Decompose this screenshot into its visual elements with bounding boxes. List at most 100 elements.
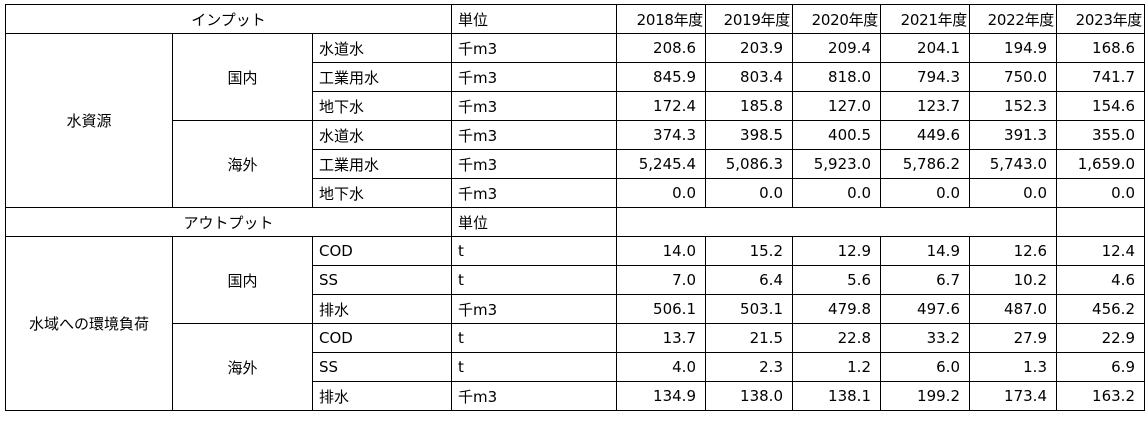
blank-header-cell <box>616 207 1057 237</box>
category-label: 水資源 <box>5 33 173 208</box>
table-row: 海外 水道水 千m3 374.3 398.5 400.5 449.6 391.3… <box>6 120 1145 208</box>
value-cell: 0.0 <box>616 178 706 208</box>
year-header: 2019年度 <box>705 4 793 34</box>
value-cell: 12.6 <box>969 236 1057 266</box>
value-cell: 172.4 <box>616 91 706 121</box>
year-header: 2018年度 <box>616 4 706 34</box>
unit-cell: 千m3 <box>451 120 617 150</box>
item-label: 水道水 <box>312 120 452 150</box>
value-cell: 1.3 <box>969 352 1057 382</box>
item-label: 排水 <box>312 294 452 324</box>
value-cell: 398.5 <box>705 120 793 150</box>
value-cell: 22.9 <box>1056 323 1145 353</box>
value-cell: 506.1 <box>616 294 706 324</box>
item-label: 工業用水 <box>312 62 452 92</box>
value-cell: 138.0 <box>705 381 793 411</box>
value-cell: 845.9 <box>616 62 706 92</box>
value-cell: 13.7 <box>616 323 706 353</box>
unit-cell: t <box>451 352 617 382</box>
category-label: 水域への環境負荷 <box>5 236 173 411</box>
year-header: 2022年度 <box>969 4 1057 34</box>
value-cell: 199.2 <box>880 381 970 411</box>
value-cell: 7.0 <box>616 265 706 295</box>
water-data-table: インプット 単位 2018年度 2019年度 2020年度 2021年度 202… <box>5 4 1145 411</box>
value-cell: 0.0 <box>792 178 881 208</box>
item-label: SS <box>312 352 452 382</box>
item-label: 工業用水 <box>312 149 452 179</box>
table-row: 水域への環境負荷 国内 COD t 14.0 15.2 12.9 14.9 12… <box>5 236 1145 411</box>
value-cell: 21.5 <box>705 323 793 353</box>
value-cell: 4.6 <box>1056 265 1145 295</box>
item-label: 水道水 <box>312 33 452 63</box>
value-cell: 14.0 <box>616 236 706 266</box>
value-cell: 391.3 <box>969 120 1057 150</box>
value-cell: 134.9 <box>616 381 706 411</box>
value-cell: 6.0 <box>880 352 970 382</box>
item-label: 排水 <box>312 381 452 411</box>
value-cell: 5,743.0 <box>969 149 1057 179</box>
item-label: COD <box>312 323 452 353</box>
unit-cell: 千m3 <box>451 381 617 411</box>
value-cell: 10.2 <box>969 265 1057 295</box>
table-row: SS t 4.0 2.3 1.2 6.0 1.3 6.9 <box>6 352 1145 382</box>
value-cell: 0.0 <box>705 178 793 208</box>
table-row: 水資源 国内 水道水 千m3 208.6 203.9 209.4 204.1 1… <box>5 33 1145 208</box>
value-cell: 400.5 <box>792 120 881 150</box>
value-cell: 163.2 <box>1056 381 1145 411</box>
unit-cell: 千m3 <box>451 149 617 179</box>
value-cell: 5.6 <box>792 265 881 295</box>
item-label: COD <box>312 236 452 266</box>
value-cell: 355.0 <box>1056 120 1145 150</box>
unit-header: 単位 <box>451 207 617 237</box>
region-label: 国内 <box>172 236 313 324</box>
year-header: 2020年度 <box>792 4 881 34</box>
value-cell: 0.0 <box>1056 178 1145 208</box>
value-cell: 185.8 <box>705 91 793 121</box>
value-cell: 456.2 <box>1056 294 1145 324</box>
value-cell: 168.6 <box>1056 33 1145 63</box>
region-label: 海外 <box>172 120 313 208</box>
value-cell: 479.8 <box>792 294 881 324</box>
value-cell: 5,923.0 <box>792 149 881 179</box>
value-cell: 203.9 <box>705 33 793 63</box>
value-cell: 14.9 <box>880 236 970 266</box>
value-cell: 204.1 <box>880 33 970 63</box>
unit-cell: 千m3 <box>451 91 617 121</box>
table-row: 排水 千m3 134.9 138.0 138.1 199.2 173.4 163… <box>6 381 1145 411</box>
output-header-row: アウトプット 単位 <box>5 207 1145 237</box>
value-cell: 5,245.4 <box>616 149 706 179</box>
value-cell: 12.4 <box>1056 236 1145 266</box>
value-cell: 0.0 <box>969 178 1057 208</box>
region-label: 国内 <box>172 33 313 121</box>
value-cell: 27.9 <box>969 323 1057 353</box>
input-header-row: インプット 単位 2018年度 2019年度 2020年度 2021年度 202… <box>5 4 1145 34</box>
year-header: 2023年度 <box>1056 4 1145 34</box>
unit-cell: 千m3 <box>451 178 617 208</box>
value-cell: 374.3 <box>616 120 706 150</box>
table-row: SS t 7.0 6.4 5.6 6.7 10.2 4.6 <box>6 265 1145 295</box>
value-cell: 4.0 <box>616 352 706 382</box>
value-cell: 1.2 <box>792 352 881 382</box>
value-cell: 12.9 <box>792 236 881 266</box>
value-cell: 6.7 <box>880 265 970 295</box>
year-header: 2021年度 <box>880 4 970 34</box>
unit-cell: t <box>451 323 617 353</box>
value-cell: 741.7 <box>1056 62 1145 92</box>
table-row: 地下水 千m3 0.0 0.0 0.0 0.0 0.0 0.0 <box>6 178 1145 208</box>
unit-cell: 千m3 <box>451 33 617 63</box>
unit-cell: t <box>451 265 617 295</box>
value-cell: 2.3 <box>705 352 793 382</box>
value-cell: 138.1 <box>792 381 881 411</box>
value-cell: 5,086.3 <box>705 149 793 179</box>
table-row: 海外 COD t 13.7 21.5 22.8 33.2 27.9 22.9 <box>6 323 1145 411</box>
value-cell: 818.0 <box>792 62 881 92</box>
value-cell: 803.4 <box>705 62 793 92</box>
item-label: SS <box>312 265 452 295</box>
value-cell: 497.6 <box>880 294 970 324</box>
value-cell: 154.6 <box>1056 91 1145 121</box>
value-cell: 152.3 <box>969 91 1057 121</box>
value-cell: 173.4 <box>969 381 1057 411</box>
value-cell: 5,786.2 <box>880 149 970 179</box>
value-cell: 0.0 <box>880 178 970 208</box>
item-label: 地下水 <box>312 178 452 208</box>
